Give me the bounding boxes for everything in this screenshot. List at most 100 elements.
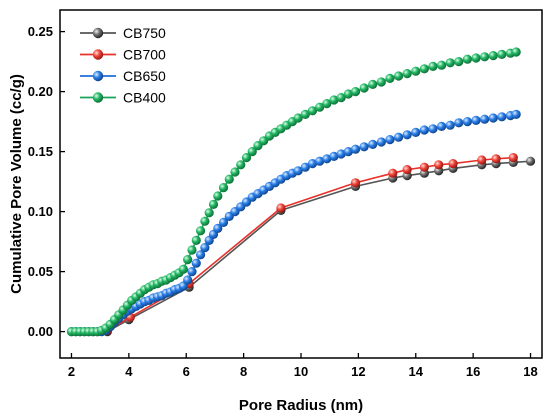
data-point — [454, 118, 464, 128]
data-point — [385, 135, 395, 145]
data-point — [187, 245, 197, 255]
legend-marker — [92, 92, 104, 103]
data-point — [419, 64, 429, 74]
data-point — [477, 155, 487, 165]
data-point — [350, 144, 361, 154]
x-tick-label: 12 — [351, 364, 365, 379]
data-point — [236, 160, 246, 170]
data-point — [359, 83, 369, 93]
data-point — [454, 57, 464, 67]
data-point — [336, 149, 346, 159]
data-point — [241, 153, 252, 163]
data-point — [183, 255, 193, 265]
data-point — [488, 113, 498, 123]
data-point — [434, 160, 444, 170]
legend-label: CB750 — [123, 25, 166, 41]
data-point — [307, 159, 318, 169]
data-point — [368, 79, 378, 89]
data-point — [178, 264, 188, 274]
data-point — [315, 156, 325, 166]
x-tick-label: 16 — [466, 364, 480, 379]
data-point — [497, 49, 507, 60]
series-cb700 — [102, 153, 518, 335]
data-point — [200, 243, 210, 253]
data-point — [293, 166, 303, 176]
data-point — [488, 51, 498, 61]
data-point — [462, 117, 473, 127]
data-point — [445, 58, 455, 68]
data-point — [187, 267, 197, 277]
x-tick-label: 14 — [409, 364, 424, 379]
data-point — [300, 109, 310, 119]
data-point — [462, 54, 473, 64]
series-line — [106, 156, 514, 332]
series-cb400 — [66, 47, 521, 337]
legend-item: CB700 — [80, 47, 166, 63]
x-tick-label: 6 — [183, 364, 190, 379]
y-tick-label: 0.15 — [28, 144, 53, 159]
data-point — [402, 130, 412, 140]
data-point — [315, 102, 325, 112]
data-point — [436, 60, 447, 70]
y-tick-label: 0.25 — [28, 24, 53, 39]
data-point — [350, 87, 361, 97]
data-point — [376, 137, 386, 147]
y-tick-label: 0.05 — [28, 264, 53, 279]
data-point — [411, 66, 421, 76]
x-axis-label: Pore Radius (nm) — [239, 397, 363, 414]
series-cb650 — [66, 109, 521, 337]
data-point — [307, 106, 318, 116]
data-point — [388, 168, 398, 178]
data-point — [402, 165, 412, 175]
data-point — [448, 159, 458, 169]
data-point — [359, 142, 369, 152]
data-point — [213, 223, 223, 233]
data-point — [200, 216, 210, 226]
data-point — [376, 77, 386, 87]
data-point — [385, 73, 395, 83]
data-point — [525, 156, 536, 166]
data-point — [402, 69, 412, 79]
data-point — [183, 275, 193, 285]
data-point — [293, 113, 303, 123]
y-tick-label: 0.00 — [28, 324, 53, 339]
data-point — [336, 93, 346, 103]
data-point — [191, 235, 201, 245]
series-layer — [66, 47, 536, 337]
legend-label: CB700 — [123, 47, 166, 63]
data-point — [491, 154, 501, 164]
data-point — [300, 162, 310, 172]
data-point — [195, 250, 206, 260]
legend-marker — [92, 49, 104, 60]
y-axis-label: Cumulative Pore Volume (cc/g) — [8, 74, 25, 294]
series-line — [106, 160, 531, 333]
legend-item: CB400 — [80, 90, 166, 106]
x-tick-label: 4 — [125, 364, 133, 379]
data-point — [213, 191, 223, 201]
data-point — [445, 120, 455, 130]
y-tick-label: 0.20 — [28, 84, 53, 99]
data-point — [368, 139, 378, 149]
data-point — [471, 53, 481, 63]
data-point — [208, 199, 219, 209]
data-point — [393, 71, 404, 81]
x-tick-label: 10 — [294, 364, 308, 379]
x-tick-label: 2 — [68, 364, 75, 379]
data-point — [322, 154, 332, 164]
data-point — [195, 226, 206, 236]
data-point — [204, 208, 214, 218]
legend-item: CB650 — [80, 68, 166, 84]
data-point — [436, 121, 447, 131]
data-point — [343, 147, 353, 157]
data-point — [480, 52, 490, 62]
legend-label: CB650 — [123, 68, 166, 84]
data-point — [191, 258, 201, 268]
y-tick-label: 0.10 — [28, 204, 53, 219]
data-point — [471, 115, 481, 125]
data-point — [329, 151, 339, 161]
legend-marker — [92, 27, 104, 39]
legend: CB750 CB700 CB650 CB400 — [80, 25, 166, 106]
data-point — [218, 217, 229, 227]
x-tick-label: 8 — [240, 364, 247, 379]
